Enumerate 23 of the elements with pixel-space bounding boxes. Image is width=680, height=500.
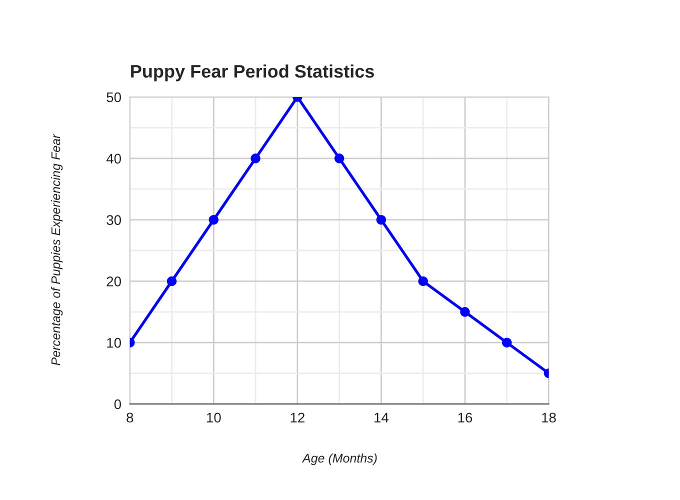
x-tick-label: 10	[206, 412, 221, 423]
point	[166, 276, 177, 286]
y-tick-label: 30	[106, 215, 122, 225]
x-tick-label: 14	[374, 412, 389, 422]
x-tick-label: 12	[290, 412, 304, 422]
point	[502, 338, 512, 348]
x-tick-label: 8	[126, 412, 134, 423]
x-tick-label: 16	[458, 412, 472, 423]
y-tick-label: 40	[106, 154, 122, 164]
point	[418, 276, 428, 286]
y-tick-label: 0	[114, 399, 122, 410]
y-tick-label: 50	[106, 92, 122, 102]
point	[376, 214, 386, 225]
point	[460, 307, 470, 317]
point	[208, 214, 219, 225]
x-axis-title: Age (Months)	[302, 453, 377, 466]
y-tick-label: 10	[107, 338, 122, 348]
point	[334, 154, 344, 164]
y-axis-title: Percentage of Puppies Experiencing Fear	[51, 134, 63, 366]
chart-title: Puppy Fear Period Statistics	[131, 64, 374, 82]
point	[250, 154, 260, 164]
x-tick-label: 18	[542, 412, 556, 423]
y-tick-label: 20	[106, 276, 122, 286]
